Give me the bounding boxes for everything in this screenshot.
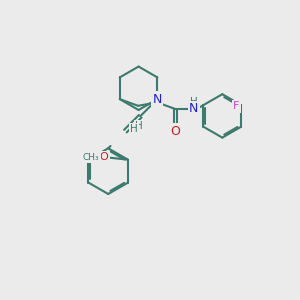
Text: H: H [130,124,138,134]
Text: H: H [190,97,198,107]
Text: O: O [100,152,108,162]
Text: O: O [170,125,180,138]
Text: N: N [153,93,162,106]
Text: CH₃: CH₃ [83,153,99,162]
Text: H: H [135,121,143,131]
Text: N: N [189,102,198,115]
Text: F: F [233,101,240,111]
